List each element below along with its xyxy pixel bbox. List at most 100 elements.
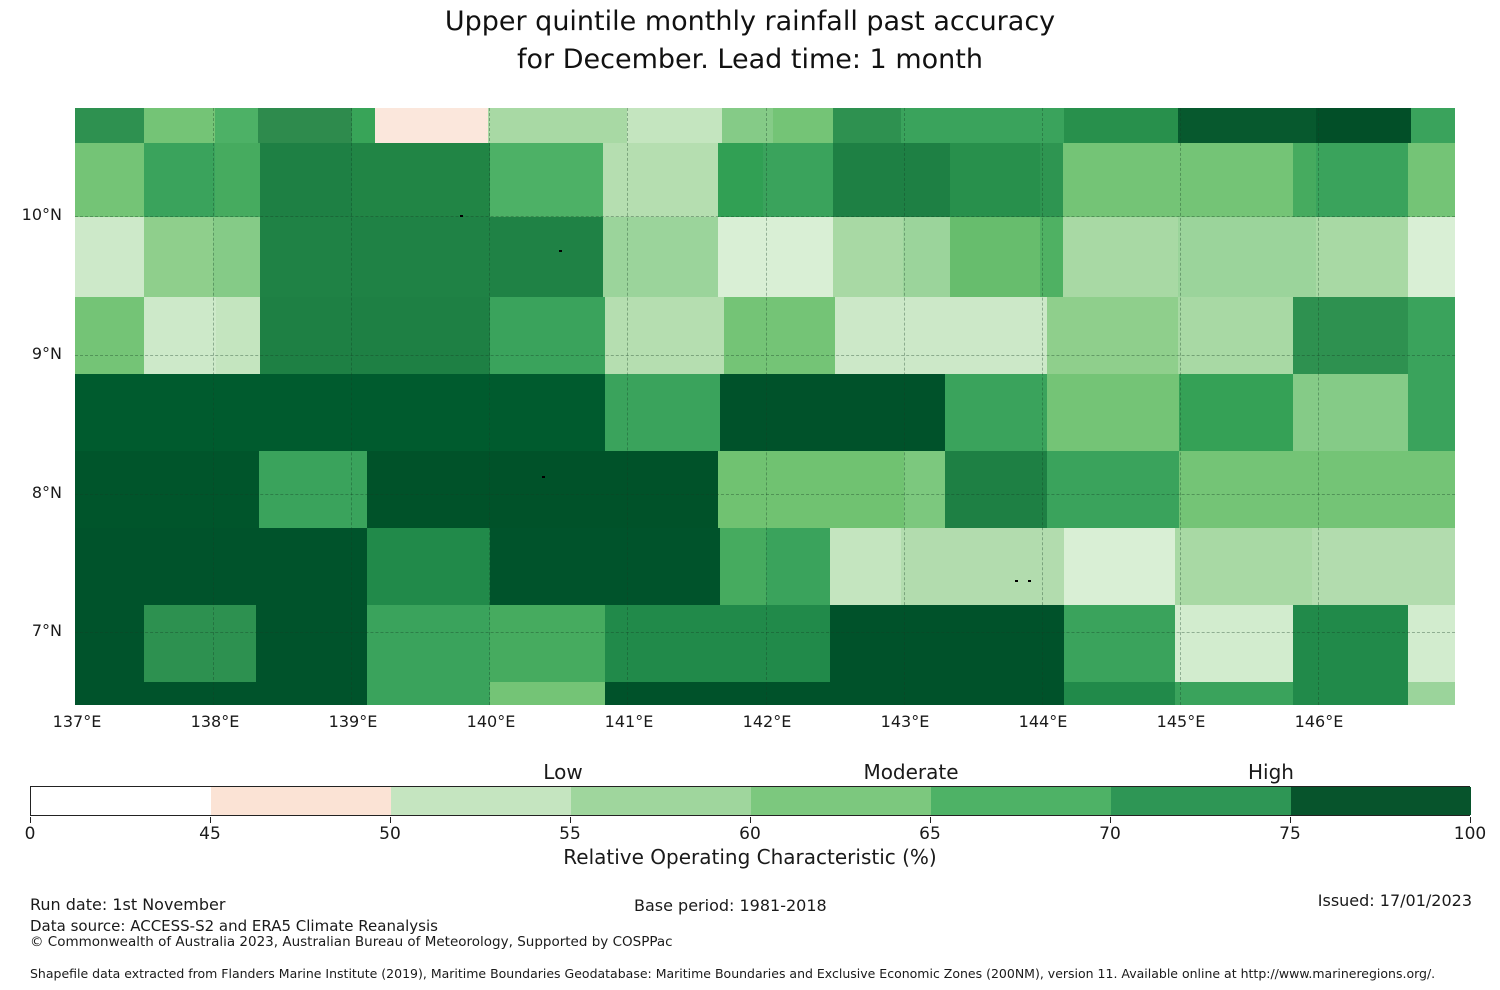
- colorbar-tick-mark: [930, 817, 931, 823]
- meridian-gridline: [489, 108, 490, 705]
- colorbar-bin: [931, 787, 1111, 815]
- shapefile-attribution-text: Shapefile data extracted from Flanders M…: [30, 966, 1436, 981]
- map-cell: [1175, 605, 1293, 682]
- colorbar-bin: [31, 787, 211, 815]
- x-axis-tick-label: 142°E: [742, 712, 792, 731]
- colorbar-tick-mark: [390, 817, 391, 823]
- island-dot: [542, 476, 545, 478]
- map-cell: [605, 374, 720, 451]
- map-cell: [901, 108, 1064, 143]
- chart-title-line2: for December. Lead time: 1 month: [517, 44, 983, 75]
- map-cell: [904, 451, 945, 528]
- map-cell: [718, 451, 904, 528]
- map-cell: [490, 605, 605, 682]
- run-date-text: Run date: 1st November: [30, 895, 226, 914]
- map-cell: [1293, 605, 1408, 682]
- map-cell: [1312, 528, 1455, 605]
- colorbar-tick-mark: [1110, 817, 1111, 823]
- map-cell: [950, 217, 1040, 297]
- map-cell: [352, 143, 490, 217]
- colorbar-tick-label: 55: [559, 824, 581, 844]
- issued-date-text: Issued: 17/01/2023: [1317, 891, 1472, 910]
- map-cell: [950, 143, 1040, 217]
- map-cell: [833, 217, 903, 297]
- colorbar-tick-mark: [570, 817, 571, 823]
- map-cell: [603, 217, 718, 297]
- map-cell: [352, 108, 375, 143]
- meridian-gridline: [766, 108, 767, 705]
- meridian-gridline: [1318, 108, 1319, 705]
- colorbar-tick-mark: [1470, 817, 1471, 823]
- map-cell: [1408, 297, 1455, 374]
- map-cell: [724, 297, 835, 374]
- x-axis-tick-label: 138°E: [190, 712, 240, 731]
- map-cell: [75, 374, 605, 451]
- map-cell: [213, 217, 260, 297]
- map-cell: [605, 682, 1064, 705]
- map-cell: [490, 297, 605, 374]
- x-axis-tick-label: 146°E: [1294, 712, 1344, 731]
- map-cell: [1293, 682, 1408, 705]
- map-cell: [260, 143, 352, 217]
- map-cell: [830, 605, 1064, 682]
- map-cell: [835, 297, 1047, 374]
- colorbar-bin: [751, 787, 931, 815]
- meridian-gridline: [1042, 108, 1043, 705]
- meridian-gridline: [213, 108, 214, 705]
- colorbar-tick-label: 65: [919, 824, 941, 844]
- map-cell: [1040, 217, 1063, 297]
- map-cell: [605, 297, 724, 374]
- map-cell: [1064, 528, 1175, 605]
- heatmap-plot-area: [75, 108, 1455, 705]
- colorbar-bin: [1291, 787, 1471, 815]
- map-cell: [1293, 374, 1408, 451]
- map-cell: [945, 451, 1047, 528]
- map-cell: [603, 143, 718, 217]
- y-axis-tick-label: 8°N: [31, 483, 62, 502]
- x-axis-tick-label: 137°E: [52, 712, 102, 731]
- map-cell: [75, 143, 144, 217]
- colorbar-category-moderate: Moderate: [863, 760, 959, 784]
- map-cell: [1316, 143, 1408, 217]
- map-cell: [367, 528, 490, 605]
- map-cell: [720, 528, 766, 605]
- map-cell: [75, 528, 367, 605]
- map-cell: [490, 528, 720, 605]
- map-cell: [75, 217, 144, 297]
- map-cell: [901, 528, 1064, 605]
- map-cell: [1408, 605, 1455, 682]
- map-cell: [144, 605, 256, 682]
- colorbar-tick-mark: [30, 817, 31, 823]
- map-cell: [773, 108, 833, 143]
- map-cell: [1408, 374, 1455, 451]
- colorbar-tick-label: 45: [199, 824, 221, 844]
- meridian-gridline: [904, 108, 905, 705]
- island-dot: [1028, 580, 1031, 582]
- map-cell: [1063, 143, 1293, 217]
- map-cell: [144, 108, 215, 143]
- map-cell: [1293, 143, 1316, 217]
- map-cell: [945, 374, 1047, 451]
- map-cell: [1316, 217, 1408, 297]
- map-cell: [1408, 217, 1455, 297]
- map-cell: [1408, 143, 1455, 217]
- map-cell: [1064, 682, 1175, 705]
- map-cell: [215, 143, 260, 217]
- island-dot: [460, 215, 463, 217]
- map-cell: [1047, 374, 1179, 451]
- map-cell: [75, 605, 144, 682]
- parallel-gridline: [75, 494, 1455, 495]
- map-cell: [763, 143, 833, 217]
- x-axis-tick-label: 139°E: [328, 712, 378, 731]
- map-cell: [258, 108, 352, 143]
- map-cell: [1179, 451, 1455, 528]
- map-cell: [144, 217, 213, 297]
- map-cell: [1047, 297, 1178, 374]
- map-cell: [1316, 108, 1411, 143]
- map-cell: [1047, 451, 1179, 528]
- map-cell: [766, 528, 830, 605]
- map-cell: [718, 143, 763, 217]
- copyright-text: © Commonwealth of Australia 2023, Austra…: [30, 934, 673, 950]
- map-cell: [1063, 217, 1178, 297]
